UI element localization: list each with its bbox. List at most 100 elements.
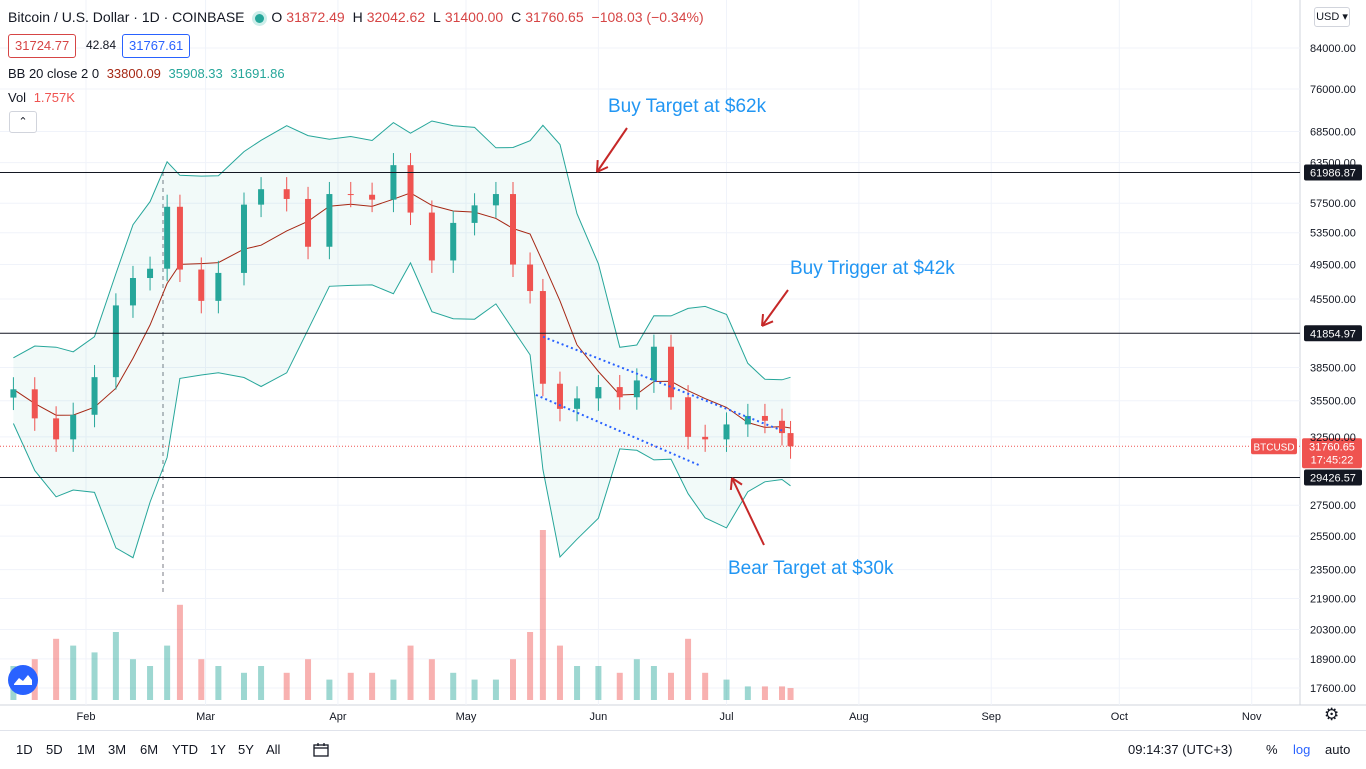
candle-body	[129, 278, 136, 306]
buy-trigger-arrow-head	[761, 313, 774, 327]
bb-legend[interactable]: BB 20 close 2 0 33800.09 35908.33 31691.…	[8, 66, 289, 81]
candle-body	[471, 205, 478, 223]
volume-bar	[407, 645, 414, 700]
candle-body	[407, 165, 414, 213]
buy-target-label: Buy Target at $62k	[608, 96, 767, 117]
bear-target-arrow-head	[729, 477, 743, 491]
vol-label: Vol	[8, 90, 27, 105]
percent-scale-button[interactable]: %	[1266, 742, 1278, 757]
buy-button[interactable]: 31767.61	[122, 34, 191, 58]
candle-body	[215, 272, 222, 301]
volume-bar	[667, 672, 674, 700]
currency-selector[interactable]: USD ▾	[1314, 7, 1350, 27]
high-label: H	[352, 9, 363, 25]
current-price-tag-bg	[1302, 438, 1362, 469]
candle-body	[53, 418, 60, 440]
volume-bar	[616, 672, 623, 700]
price-tick-label: 32500.00	[1310, 432, 1356, 444]
sell-button[interactable]: 31724.77	[8, 34, 77, 58]
time-axis[interactable]: Feb Mar Apr May Jun Jul Aug Sep Oct Nov	[77, 711, 1262, 723]
volume-bar	[471, 679, 478, 700]
candle-body	[744, 415, 751, 425]
buy-target-arrow	[596, 127, 628, 173]
market-status-icon	[254, 13, 264, 23]
tf-ytd-button[interactable]: YTD	[172, 742, 198, 757]
symbol-tag-label: BTCUSD	[1253, 442, 1294, 453]
tf-1m-button[interactable]: 1M	[77, 742, 96, 757]
candle-body	[258, 189, 265, 205]
low-label: L	[433, 9, 441, 25]
volume-bar	[91, 652, 98, 700]
candle-body	[650, 346, 657, 381]
candle-body	[283, 189, 290, 199]
bb-lower-line	[12, 261, 791, 559]
volume-bar	[744, 686, 751, 700]
volume-bar	[450, 672, 457, 700]
candle-body	[492, 194, 499, 206]
candle-body	[428, 212, 435, 261]
clock-label[interactable]: 09:14:37 (UTC+3)	[1128, 742, 1233, 757]
open-label: O	[271, 9, 283, 25]
volume-bar	[761, 686, 768, 700]
candle-body	[198, 269, 205, 301]
collapse-legend-button[interactable]: ⌃	[9, 111, 37, 133]
volume-bar	[787, 688, 794, 700]
tf-6m-button[interactable]: 6M	[140, 742, 159, 757]
volume-bar	[702, 672, 709, 700]
chart-grid	[0, 0, 1366, 706]
tf-1y-button[interactable]: 1Y	[210, 742, 226, 757]
auto-scale-button[interactable]: auto	[1325, 742, 1351, 757]
volume-bar	[369, 672, 376, 700]
symbol-tag-bg	[1251, 438, 1297, 455]
volume-bar	[305, 659, 312, 700]
close-label: C	[511, 9, 522, 25]
price-tick-label: 49500.00	[1310, 260, 1356, 272]
volume-bar	[510, 659, 516, 700]
gear-icon[interactable]: ⚙	[1324, 705, 1340, 724]
candle-body	[347, 194, 354, 196]
tradingview-logo-icon[interactable]	[8, 665, 38, 695]
countdown-label: 17:45:22	[1311, 454, 1354, 466]
candle-body	[147, 268, 154, 279]
price-tick-label: 57500.00	[1310, 198, 1356, 210]
time-tick-label: Jul	[719, 711, 733, 723]
time-tick-label: May	[456, 711, 477, 723]
volume-bar	[390, 679, 397, 700]
horizontal-levels: 61986.87 41854.97 29426.57 BTCUSD 31760.6517…	[0, 164, 1362, 486]
log-scale-button[interactable]: log	[1293, 742, 1311, 757]
bollinger-bands	[12, 120, 791, 559]
volume-bar	[215, 666, 222, 700]
volume-bar	[258, 666, 265, 700]
price-tick-label: 25500.00	[1310, 531, 1356, 543]
symbol-title[interactable]: Bitcoin / U.S. Dollar · 1D · COINBASE	[8, 9, 245, 25]
price-tick-label: 20300.00	[1310, 625, 1356, 637]
price-tick-label: 21900.00	[1310, 593, 1356, 605]
candle-body	[91, 377, 98, 415]
tf-5d-button[interactable]: 5D	[46, 742, 63, 757]
tf-5y-button[interactable]: 5Y	[238, 742, 254, 757]
low-value: 31400.00	[444, 9, 504, 25]
annotations: Buy Target at $62k Buy Trigger at $42k Bea…	[596, 96, 955, 579]
high-value: 32042.62	[366, 9, 426, 25]
date-range-icon[interactable]	[312, 742, 330, 761]
level-tag-label: 41854.97	[1310, 328, 1356, 340]
price-scale[interactable]: 84000.00 76000.00 68500.00 63500.00 57500.00…	[1310, 43, 1356, 695]
candle-body	[164, 206, 171, 269]
volume-bar	[723, 679, 730, 700]
candle-body	[112, 305, 119, 378]
time-tick-label: Feb	[77, 711, 96, 723]
tf-1d-button[interactable]: 1D	[16, 742, 33, 757]
candle-body	[595, 387, 602, 399]
volume-bar	[112, 632, 119, 700]
candle-body	[390, 165, 397, 200]
buy-target-arrow-head	[596, 159, 609, 173]
tf-3m-button[interactable]: 3M	[108, 742, 127, 757]
tf-all-button[interactable]: All	[266, 742, 281, 757]
bb-basis-value: 33800.09	[106, 66, 161, 81]
price-tick-label: 18900.00	[1310, 654, 1356, 666]
vol-legend[interactable]: Vol 1.757K	[8, 90, 79, 105]
price-tick-label: 45500.00	[1310, 294, 1356, 306]
bb-label: BB 20 close 2 0	[8, 66, 100, 81]
level-tag-bg	[1304, 164, 1362, 181]
